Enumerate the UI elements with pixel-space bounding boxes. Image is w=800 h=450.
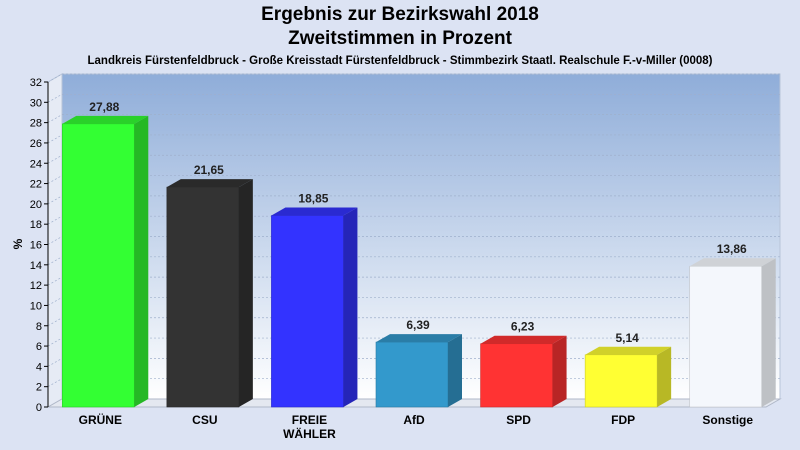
y-axis-label: % xyxy=(11,238,25,249)
bar-top xyxy=(376,334,462,343)
bar-value-label: 5,14 xyxy=(615,331,639,345)
gridline-side xyxy=(47,358,63,367)
bar-top xyxy=(480,335,567,344)
gridline-side xyxy=(47,236,63,245)
bar-top xyxy=(689,258,776,267)
gridline-side xyxy=(47,154,63,164)
gridline-side xyxy=(47,276,63,286)
y-tick-label: 20 xyxy=(30,199,42,211)
y-tick-label: 18 xyxy=(30,219,42,231)
chart-title: Ergebnis zur Bezirkswahl 2018 xyxy=(261,4,539,25)
gridline-side xyxy=(47,114,63,123)
bar-front xyxy=(61,123,135,408)
chart-subtitle: Landkreis Fürstenfeldbruck - Große Kreis… xyxy=(87,55,713,67)
bar-value-label: 21,65 xyxy=(194,163,224,177)
gridline-side xyxy=(47,94,63,103)
bar-front xyxy=(271,215,344,408)
gridline-side xyxy=(47,378,63,387)
x-tick-label: CSU xyxy=(192,413,217,427)
bar-side xyxy=(761,258,776,407)
gridline-side xyxy=(47,337,63,347)
y-tick-label: 10 xyxy=(30,300,42,312)
bar-side xyxy=(657,346,672,407)
y-tick-label: 8 xyxy=(36,321,42,333)
bar-top xyxy=(62,115,149,124)
x-tick-label: GRÜNE xyxy=(79,412,122,427)
bar xyxy=(689,258,776,408)
y-tick-label: 28 xyxy=(30,118,42,130)
gridline-side xyxy=(47,195,63,205)
y-tick-label: 4 xyxy=(36,361,42,373)
y-tick-label: 12 xyxy=(30,280,42,292)
bar xyxy=(480,335,567,408)
bar-front xyxy=(166,186,240,408)
bar-front xyxy=(689,265,763,408)
bar-value-label: 6,39 xyxy=(406,318,430,332)
x-tick-label: FDP xyxy=(611,413,635,427)
y-tick-label: 32 xyxy=(30,77,42,89)
gridline-side xyxy=(47,134,63,144)
y-tick-label: 6 xyxy=(36,341,42,353)
bar-value-label: 13,86 xyxy=(717,242,747,256)
bar-top xyxy=(271,207,358,216)
gridline-side xyxy=(47,317,63,327)
y-tick-label: 14 xyxy=(30,260,42,272)
y-tick-label: 22 xyxy=(30,179,42,191)
bar-top xyxy=(166,179,253,188)
bar xyxy=(61,115,149,408)
gridline-side xyxy=(47,175,63,184)
bar-value-label: 18,85 xyxy=(298,192,328,206)
y-tick-label: 30 xyxy=(30,97,42,109)
gridline-side xyxy=(47,256,63,266)
y-tick-label: 24 xyxy=(30,158,42,170)
bar-top xyxy=(585,346,672,355)
gridline-side xyxy=(47,215,63,225)
gridline-side xyxy=(47,297,63,306)
bar-side xyxy=(134,115,149,407)
bar-side xyxy=(552,335,567,407)
bar-value-label: 6,23 xyxy=(511,320,535,334)
bar-side xyxy=(238,179,253,407)
x-tick-label: Sonstige xyxy=(702,413,753,427)
y-tick-label: 26 xyxy=(30,138,42,150)
bar xyxy=(375,334,462,408)
bar-side xyxy=(343,207,358,407)
bar-front xyxy=(375,341,449,408)
y-tick-label: 2 xyxy=(36,382,42,394)
y-tick-label: 0 xyxy=(36,402,42,414)
y-tick-label: 16 xyxy=(30,240,42,252)
x-tick-label: WÄHLER xyxy=(283,426,336,441)
bar-value-label: 27,88 xyxy=(89,100,119,114)
bar-front xyxy=(584,354,658,408)
bar xyxy=(166,179,253,408)
bar xyxy=(584,346,672,408)
x-tick-label: FREIE xyxy=(292,413,327,427)
gridline-side xyxy=(47,73,63,83)
bar xyxy=(271,207,358,408)
chart-title-line-2: Zweitstimmen in Prozent xyxy=(288,28,512,49)
x-tick-label: SPD xyxy=(506,413,531,427)
bar-front xyxy=(480,343,553,408)
x-tick-label: AfD xyxy=(403,413,425,427)
bar-side xyxy=(448,334,462,407)
